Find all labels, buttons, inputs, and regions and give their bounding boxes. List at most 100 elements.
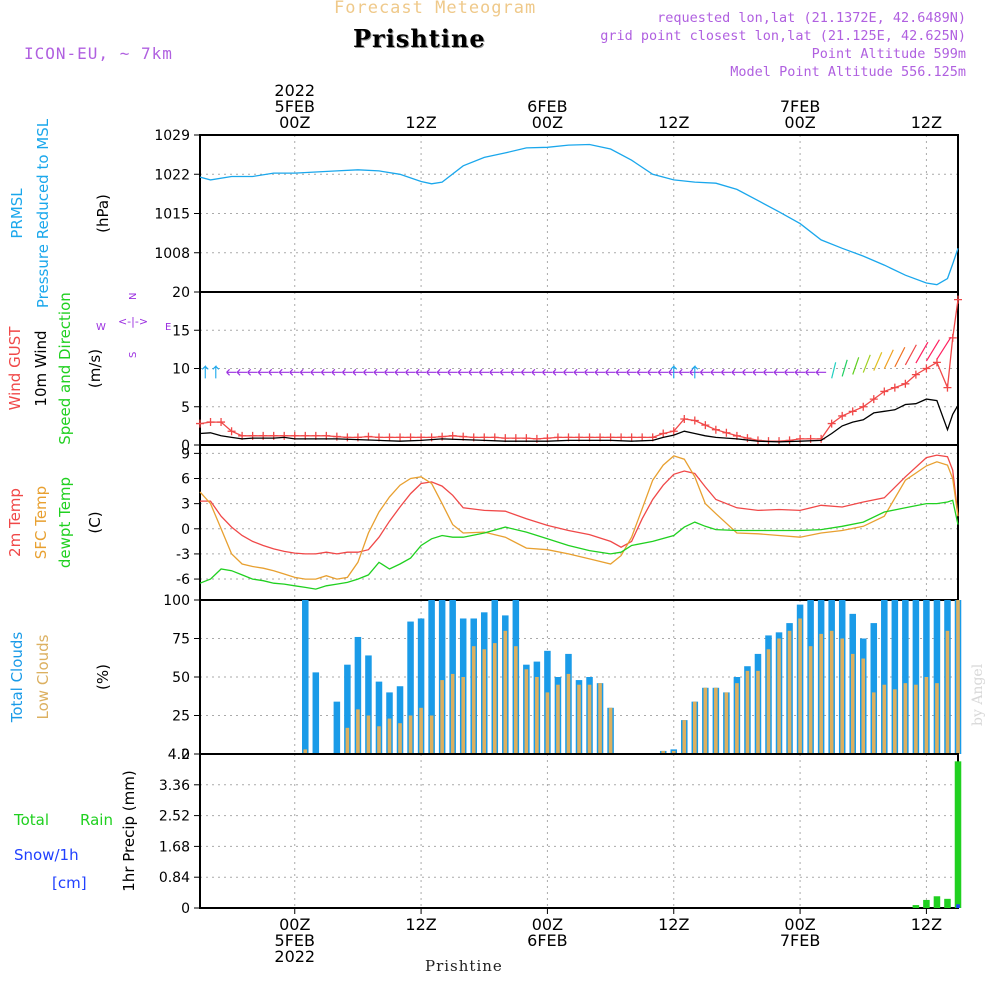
gust-marker xyxy=(669,427,678,436)
clouds-bar xyxy=(735,683,739,754)
pressure-ylabel: Pressure Reduced to MSL xyxy=(34,118,52,308)
requested-coords: requested lon,lat (21.1372E, 42.6489N) xyxy=(657,10,966,26)
wind-direction-arrow xyxy=(447,368,458,376)
wind-direction-arrow xyxy=(212,364,220,379)
gust-marker xyxy=(932,358,941,367)
clouds-bar xyxy=(956,600,960,754)
wind-direction-arrow xyxy=(468,368,479,376)
gust-marker xyxy=(385,433,394,442)
clouds-bar xyxy=(924,677,929,754)
wind-ytick-label: 5 xyxy=(181,400,190,416)
wind-direction-arrow xyxy=(289,368,300,376)
gust-marker xyxy=(743,434,752,443)
clouds-bar xyxy=(787,630,792,754)
temperature-ylabel: (C) xyxy=(86,511,104,533)
wind-direction-arrow xyxy=(636,368,648,376)
clouds-bar xyxy=(912,600,920,754)
wind-direction-arrow xyxy=(594,368,606,376)
precip-bar xyxy=(954,761,962,908)
gust-marker xyxy=(396,433,405,442)
clouds-bar xyxy=(777,638,781,754)
wind-direction-arrow xyxy=(415,368,427,376)
wind-direction-arrow xyxy=(352,368,363,376)
wind-direction-arrow xyxy=(405,368,416,376)
wind-compass-label: N xyxy=(128,293,139,300)
wind-direction-arrow xyxy=(278,368,290,376)
gust-marker xyxy=(364,432,373,441)
gust-marker xyxy=(890,383,899,392)
time-label-bottom: 12Z xyxy=(658,915,689,934)
temperature-series-line xyxy=(199,455,959,580)
gust-marker xyxy=(406,433,415,442)
pressure-ytick-label: 1029 xyxy=(154,128,190,144)
wind-ylabel: 10m Wind xyxy=(32,330,50,406)
time-label-top: 5FEB xyxy=(275,97,315,116)
gust-marker xyxy=(217,418,226,427)
gust-marker xyxy=(848,407,857,416)
temperature-ytick-label: 6 xyxy=(181,472,190,488)
clouds-bar xyxy=(407,621,414,754)
precip-ytick-label: 3.36 xyxy=(159,778,190,794)
wind-ytick-label: 15 xyxy=(172,323,190,339)
clouds-bar xyxy=(840,638,844,754)
temperature-frame xyxy=(199,444,959,601)
gust-marker xyxy=(911,370,920,379)
wind-ytick-label: 20 xyxy=(172,285,190,301)
precip-frame xyxy=(199,753,959,909)
wind-direction-arrow xyxy=(647,368,658,376)
clouds-bar xyxy=(524,669,529,754)
wind-direction-arrow xyxy=(247,368,258,376)
precip-ytick-label: 0 xyxy=(181,901,190,917)
wind-direction-arrow xyxy=(805,368,816,376)
wind-direction-arrow xyxy=(226,368,237,376)
clouds-bar xyxy=(903,683,908,754)
gust-marker xyxy=(869,395,878,404)
clouds-bar xyxy=(861,658,866,754)
wind-direction-arrow xyxy=(257,368,269,376)
clouds-bar xyxy=(671,750,676,754)
clouds-bar xyxy=(882,684,887,754)
precip-side-label: [cm] xyxy=(52,874,87,892)
wind-direction-arrow xyxy=(331,368,342,376)
clouds-bar xyxy=(829,630,834,754)
clouds-panel xyxy=(194,599,962,755)
pressure-ytick-label: 1022 xyxy=(154,167,190,183)
wind-direction-arrow xyxy=(520,368,532,376)
location-title: Prishtine xyxy=(353,24,486,53)
clouds-bar xyxy=(556,684,560,754)
time-label-top: 12Z xyxy=(911,113,942,132)
gust-marker xyxy=(690,416,699,425)
clouds-bar xyxy=(396,686,404,754)
precip-bar xyxy=(944,898,951,908)
clouds-bar xyxy=(461,677,465,754)
clouds-ylabel: Total Clouds xyxy=(8,632,26,724)
temperature-ytick-label: 3 xyxy=(181,497,190,513)
wind-direction-arrow xyxy=(201,364,209,379)
time-label-top: 12Z xyxy=(658,113,689,132)
gust-marker xyxy=(448,431,457,440)
wind-ylabel: Wind GUST xyxy=(6,326,24,411)
clouds-bar xyxy=(440,680,444,754)
gust-marker xyxy=(227,427,236,436)
clouds-bar xyxy=(870,623,878,754)
temperature-ytick-label: 9 xyxy=(181,446,190,462)
time-label-bottom: 00Z xyxy=(279,915,310,934)
temperature-ytick-label: -3 xyxy=(176,547,190,563)
wind-ytick-label: 0 xyxy=(181,438,190,454)
gust-marker xyxy=(701,421,710,430)
clouds-bar xyxy=(345,727,350,754)
clouds-ylabel: Low Clouds xyxy=(34,634,52,719)
clouds-ytick-label: 75 xyxy=(172,632,190,648)
clouds-bar xyxy=(535,677,539,754)
clouds-bar xyxy=(891,600,899,754)
temperature-ylabel: SFC Temp xyxy=(32,486,50,559)
gust-marker xyxy=(827,419,836,428)
wind-direction-arrow xyxy=(310,368,321,376)
wind-direction-arrow xyxy=(457,368,469,376)
model-altitude: Model Point Altitude 556.125m xyxy=(730,64,966,80)
clouds-bar xyxy=(545,692,550,754)
clouds-bar xyxy=(798,618,802,754)
clouds-bar xyxy=(366,715,371,754)
wind-direction-arrow xyxy=(615,368,627,376)
wind-direction-arrow xyxy=(678,368,690,376)
